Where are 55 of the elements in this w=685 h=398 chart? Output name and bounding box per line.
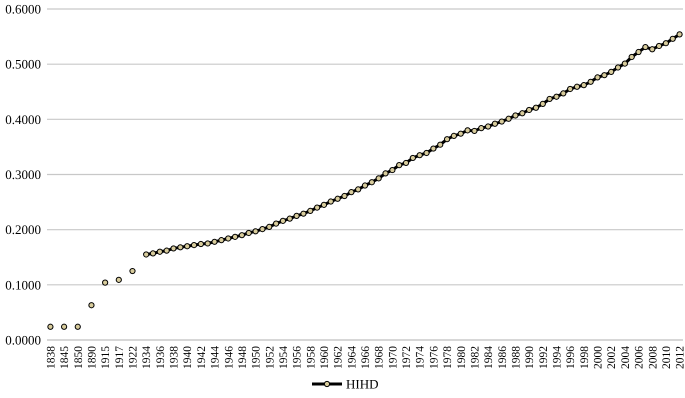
x-tick-label: 1970 [387, 346, 400, 369]
x-tick-label: 1966 [360, 346, 372, 369]
y-tick-label: 0.5000 [5, 56, 41, 72]
x-tick-label: 1988 [510, 346, 522, 369]
x-tick-label: 1915 [100, 346, 112, 369]
x-tick-label: 1960 [318, 346, 331, 369]
x-tick-label: 1948 [236, 346, 249, 369]
x-tick-label: 2010 [660, 346, 673, 369]
x-tick-label: 1922 [128, 346, 140, 369]
legend-label: HIHD [346, 376, 378, 392]
x-tick-label: 1968 [374, 346, 386, 369]
x-tick-label: 1845 [59, 346, 72, 369]
x-tick-label: 1850 [72, 346, 85, 369]
x-tick-label: 1956 [292, 346, 304, 369]
x-tick-label: 1934 [141, 346, 154, 369]
x-tick-label: 2004 [620, 346, 632, 369]
y-tick-label: 0.2000 [5, 222, 41, 238]
x-tick-label: 1996 [565, 346, 578, 369]
x-tick-label: 2002 [606, 346, 618, 369]
x-tick-label: 1940 [182, 346, 194, 369]
x-tick-label: 1936 [154, 346, 167, 369]
x-tick-label: 2008 [647, 346, 660, 369]
x-tick-label: 1958 [305, 346, 318, 369]
x-tick-label: 2012 [674, 346, 685, 369]
x-tick-label: 1942 [196, 346, 208, 369]
x-tick-label: 2006 [634, 346, 646, 369]
x-tick-label: 1992 [538, 346, 550, 369]
x-tick-label: 1962 [332, 346, 345, 369]
x-tick-label: 1944 [210, 346, 222, 369]
x-tick-label: 1982 [469, 346, 482, 369]
y-tick-label: 0.6000 [5, 2, 41, 17]
x-tick-label: 1980 [456, 346, 468, 369]
x-tick-label: 1998 [578, 346, 591, 369]
y-tick-label: 0.0000 [5, 332, 41, 348]
x-tick-label: 1952 [264, 346, 276, 369]
x-tick-label: 1946 [223, 346, 236, 369]
x-tick-label: 1954 [278, 346, 290, 369]
x-tick-label: 1978 [442, 346, 454, 369]
x-tick-label: 1917 [114, 346, 126, 369]
x-tick-label: 1890 [86, 346, 98, 369]
y-tick-label: 0.4000 [5, 112, 41, 127]
y-tick-label: 0.3000 [5, 167, 41, 182]
y-tick-label: 0.1000 [5, 277, 41, 292]
x-tick-label: 1990 [524, 346, 536, 369]
x-tick-label: 1976 [428, 346, 440, 369]
x-tick-label: 1994 [552, 346, 564, 369]
x-tick-label: 1838 [45, 346, 58, 369]
x-tick-label: 1984 [483, 346, 496, 369]
x-tick-label: 1972 [401, 346, 414, 369]
x-tick-label: 1950 [250, 346, 263, 369]
x-tick-label: 2000 [592, 346, 605, 369]
x-tick-label: 1986 [496, 346, 509, 369]
x-tick-label: 1974 [414, 346, 427, 369]
x-tick-label: 1964 [346, 346, 358, 369]
x-tick-label: 1938 [168, 346, 181, 369]
